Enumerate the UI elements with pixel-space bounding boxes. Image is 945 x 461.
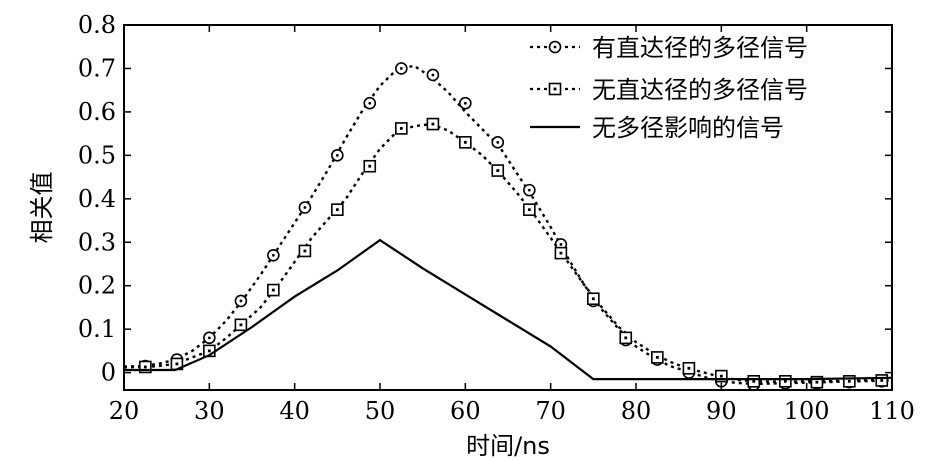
data-point-center [239,299,243,303]
data-point-center [335,208,339,212]
data-point-center [752,379,756,383]
data-point-center [463,140,467,144]
x-tick-label: 110 [869,397,915,425]
x-tick-label: 60 [450,397,481,425]
x-tick-label: 80 [621,397,652,425]
data-point-center [368,164,372,168]
legend-item: 有直达径的多径信号 [530,34,808,62]
series-1 [123,62,893,392]
data-point-center [271,253,275,257]
y-tick-label: 0.1 [78,315,116,343]
x-tick-label: 20 [109,397,140,425]
x-tick-label: 100 [784,397,830,425]
data-point-center [527,188,531,192]
x-tick-label: 50 [365,397,396,425]
data-point-center [175,362,179,366]
legend-label: 无直达径的多径信号 [592,76,808,104]
data-point-center [847,379,851,383]
y-tick-label: 0.6 [78,98,116,126]
data-point-center [463,101,467,105]
x-tick-label: 90 [706,397,737,425]
series-layer [123,62,893,392]
legend-label: 无多径影响的信号 [592,114,784,142]
data-point-center [815,380,819,384]
x-tick-label: 30 [194,397,225,425]
series-line [124,238,893,381]
legend-label: 有直达径的多径信号 [592,34,808,62]
data-point-center [399,127,403,130]
data-point-center [559,243,563,246]
data-point-center [880,379,884,382]
y-tick-label: 0.2 [78,272,116,300]
y-tick-label: 0.3 [78,228,116,256]
y-axis-title: 相关值 [28,172,56,244]
data-point-center [368,101,372,105]
y-tick-label: 0.4 [78,185,116,213]
y-tick-label: 0 [101,359,116,387]
y-tick-label: 0.7 [78,54,116,82]
data-point-center [207,349,211,353]
data-point-center [687,366,691,370]
x-axis: 20 30 40 50 60 70 80 90 100 110 [109,25,915,425]
data-point-center [143,365,147,369]
plot-frame [123,24,893,391]
data-point-center [655,356,659,359]
data-point-center [335,153,339,157]
data-point-center [496,140,500,144]
data-point-center [553,45,557,49]
legend-item: 无直达径的多径信号 [530,76,808,104]
data-point-center [303,206,307,209]
y-axis: 0 0.1 0.2 0.3 0.4 0.5 0.6 0.7 0.8 [78,11,892,387]
legend-item: 无多径影响的信号 [530,114,784,142]
data-point-center [271,288,275,292]
series-3 [124,238,893,381]
data-point-center [431,122,435,126]
data-point-center [783,379,787,383]
data-point-center [624,336,628,340]
data-point-center [527,208,531,212]
data-point-center [239,323,243,327]
x-axis-title: 时间/ns [466,432,550,460]
data-point-center [591,297,595,301]
data-point-center [399,67,403,70]
data-point-center [553,87,557,91]
x-tick-label: 70 [535,397,566,425]
series-2 [123,117,893,389]
data-point-center [207,336,211,340]
y-tick-label: 0.5 [78,141,116,169]
data-point-center [303,249,307,253]
data-point-center [559,251,563,255]
data-point-center [431,73,435,77]
data-point-center [719,374,723,378]
y-tick-label: 0.8 [78,11,116,39]
series-line [123,122,893,383]
x-tick-label: 40 [279,397,310,425]
data-point-center [496,169,500,172]
